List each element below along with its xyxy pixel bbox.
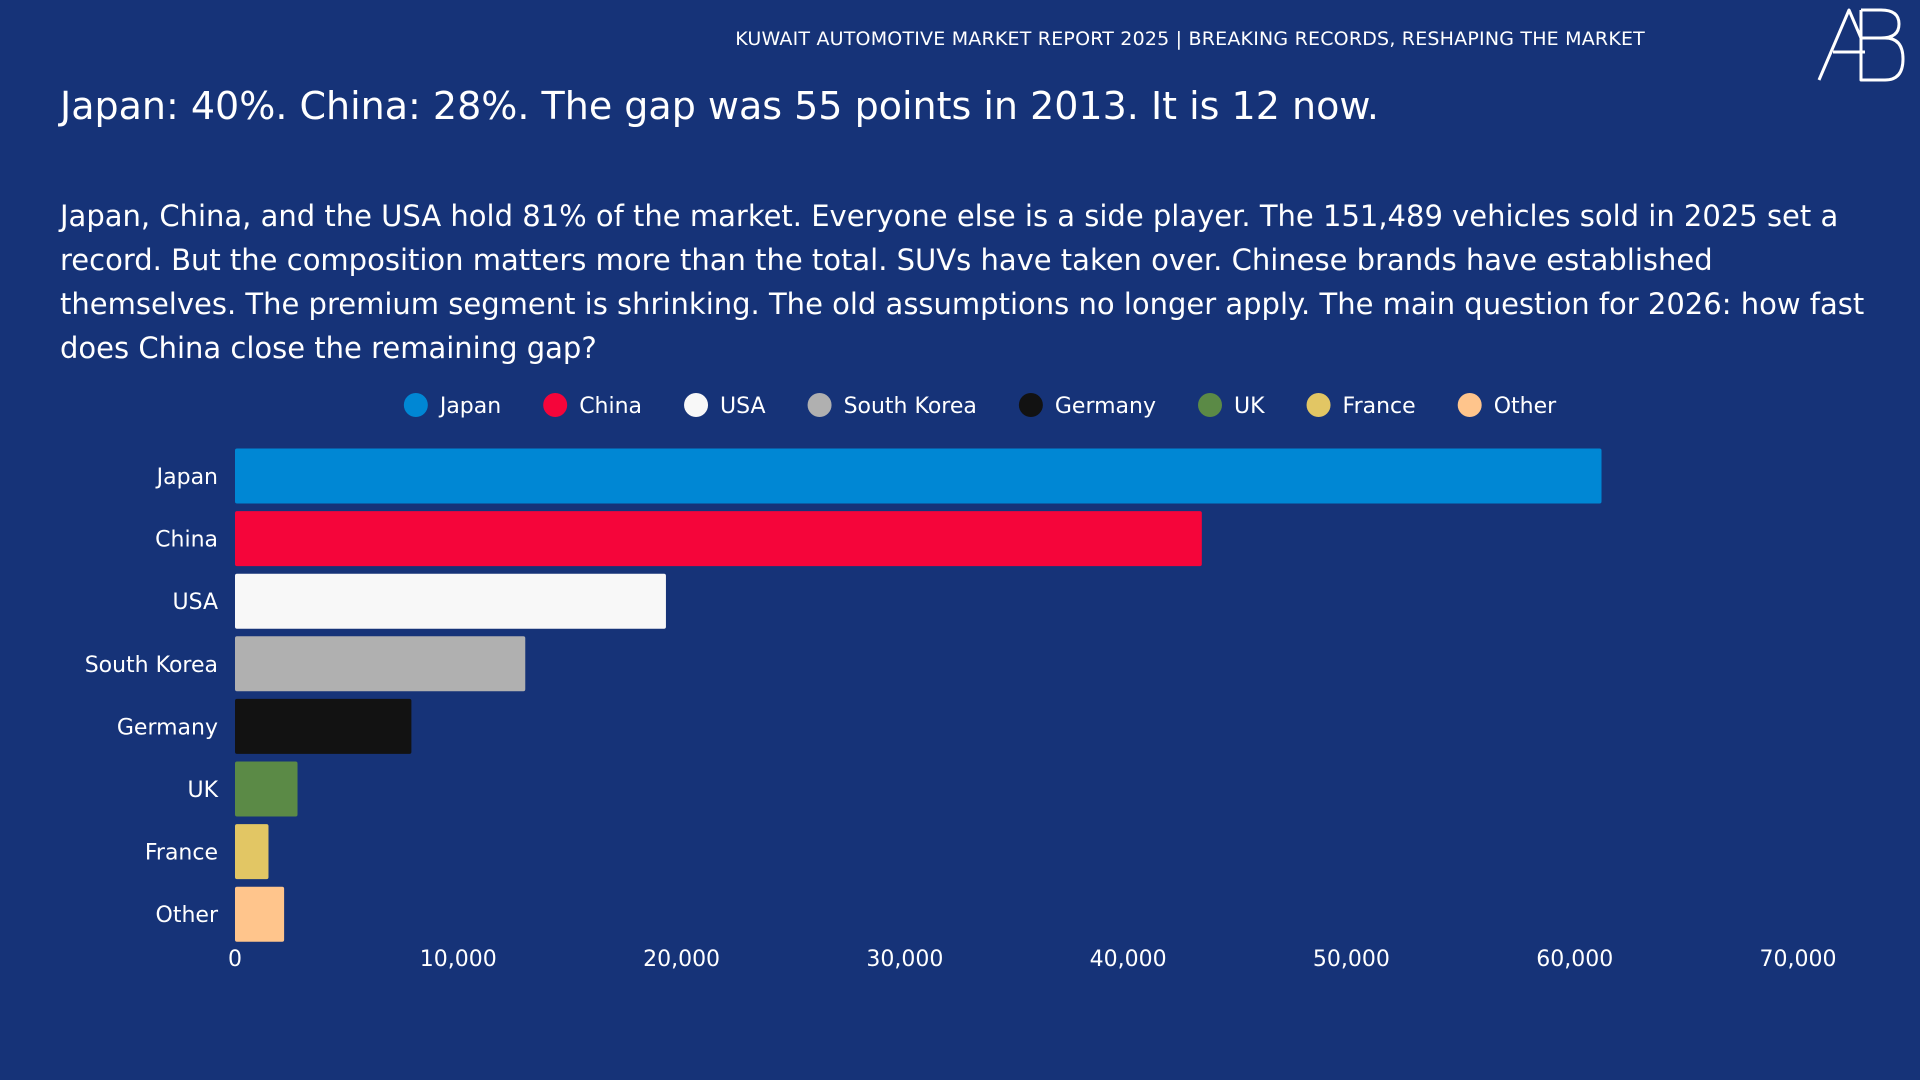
legend-label-germany: Germany xyxy=(1055,394,1156,419)
legend-swatch-uk xyxy=(1198,393,1223,417)
chart-bars xyxy=(235,448,1602,942)
legend-swatch-china xyxy=(543,393,568,417)
category-label-china: China xyxy=(155,528,218,553)
bar-uk xyxy=(235,761,298,817)
category-label-other: Other xyxy=(156,903,219,928)
category-label-south-korea: South Korea xyxy=(85,653,218,678)
legend-item-china: China xyxy=(543,393,642,419)
category-axis: Japan China USA South Korea Germany UK France O… xyxy=(85,465,219,928)
legend-label-uk: UK xyxy=(1234,394,1265,419)
value-axis: 0 10,000 20,000 30,000 40,000 50,000 60,000 70,… xyxy=(228,947,1836,972)
legend-swatch-japan xyxy=(403,393,428,417)
legend-item-other: Other xyxy=(1457,393,1557,419)
x-tick-label: 30,000 xyxy=(866,947,943,972)
bar-usa xyxy=(235,573,666,629)
x-tick-label: 20,000 xyxy=(643,947,720,972)
legend-item-germany: Germany xyxy=(1018,393,1156,419)
bar-germany xyxy=(235,698,412,754)
category-label-france: France xyxy=(145,841,218,866)
x-tick-label: 0 xyxy=(228,947,242,972)
legend-label-china: China xyxy=(579,394,642,419)
legend-item-france: France xyxy=(1306,393,1416,419)
headline: Japan: 40%. China: 28%. The gap was 55 p… xyxy=(60,84,1379,128)
category-label-germany: Germany xyxy=(117,715,218,740)
legend-label-south-korea: South Korea xyxy=(844,394,977,419)
legend-item-uk: UK xyxy=(1198,393,1265,419)
bar-japan xyxy=(235,448,1602,504)
bar-france xyxy=(235,824,269,880)
legend-swatch-other xyxy=(1457,393,1482,417)
legend-item-south-korea: South Korea xyxy=(807,393,977,419)
legend-label-usa: USA xyxy=(720,394,766,419)
category-label-japan: Japan xyxy=(155,465,218,490)
category-label-uk: UK xyxy=(187,778,218,803)
chart-legend: Japan China USA South Korea Germany UK France O… xyxy=(403,393,1557,419)
report-title: KUWAIT AUTOMOTIVE MARKET REPORT 2025 | B… xyxy=(735,28,1645,50)
legend-swatch-germany xyxy=(1018,393,1043,417)
legend-label-france: France xyxy=(1343,394,1416,419)
x-tick-label: 40,000 xyxy=(1090,947,1167,972)
bar-other xyxy=(235,886,285,942)
x-tick-label: 10,000 xyxy=(420,947,497,972)
bar-south-korea xyxy=(235,636,526,692)
ab-logo xyxy=(1817,8,1905,82)
category-label-usa: USA xyxy=(172,590,218,615)
legend-swatch-france xyxy=(1306,393,1331,417)
bar-china xyxy=(235,511,1202,567)
x-tick-label: 50,000 xyxy=(1313,947,1390,972)
legend-swatch-south-korea xyxy=(807,393,832,417)
legend-item-japan: Japan xyxy=(403,393,501,419)
x-tick-label: 60,000 xyxy=(1536,947,1613,972)
summary-paragraph: Japan, China, and the USA hold 81% of th… xyxy=(60,199,1865,365)
legend-label-other: Other xyxy=(1494,394,1557,419)
legend-swatch-usa xyxy=(684,393,709,417)
bar-chart: Japan China USA South Korea Germany UK France O… xyxy=(85,393,1836,972)
legend-item-usa: USA xyxy=(684,393,766,419)
legend-label-japan: Japan xyxy=(438,394,501,419)
x-tick-label: 70,000 xyxy=(1760,947,1837,972)
